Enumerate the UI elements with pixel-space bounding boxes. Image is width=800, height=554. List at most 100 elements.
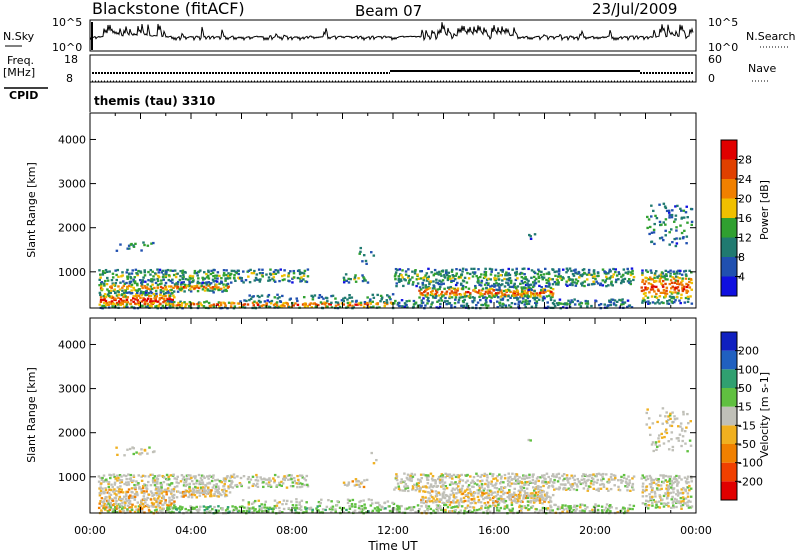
range-gate-cell — [369, 298, 372, 301]
range-gate-cell — [681, 279, 684, 283]
range-gate-cell — [448, 295, 452, 298]
range-gate-cell — [456, 287, 460, 290]
range-gate-cell — [688, 269, 691, 272]
range-gate-cell — [227, 487, 230, 490]
range-gate-cell — [346, 498, 350, 501]
range-gate-cell — [645, 475, 648, 478]
range-gate-cell — [138, 303, 141, 307]
range-gate-cell — [625, 481, 628, 485]
range-gate-cell — [202, 305, 206, 308]
range-gate-cell — [206, 274, 210, 277]
range-gate-cell — [549, 479, 552, 483]
range-gate-cell — [400, 274, 403, 277]
range-gate-cell — [648, 483, 652, 486]
range-gate-cell — [154, 305, 157, 308]
range-gate-cell — [421, 283, 425, 286]
range-gate-cell — [143, 475, 147, 478]
range-gate-cell — [427, 505, 431, 508]
range-gate-cell — [100, 281, 104, 284]
range-gate-cell — [556, 275, 560, 278]
range-gate-cell — [466, 495, 470, 499]
range-gate-cell — [188, 284, 192, 287]
range-gate-cell — [690, 288, 694, 291]
range-gate-cell — [108, 270, 111, 273]
range-gate-cell — [516, 495, 520, 498]
range-gate-cell — [453, 291, 456, 294]
range-gate-cell — [198, 489, 201, 492]
range-gate-cell — [665, 431, 669, 435]
range-gate-cell — [189, 288, 192, 291]
range-gate-cell — [198, 482, 201, 486]
range-gate-cell — [418, 508, 421, 511]
range-gate-cell — [253, 509, 256, 512]
range-gate-cell — [283, 478, 287, 482]
range-gate-cell — [536, 494, 539, 498]
range-gate-cell — [97, 480, 101, 483]
velocity-colorbar-swatch — [721, 444, 737, 463]
range-gate-cell — [98, 494, 102, 497]
range-gate-cell — [123, 503, 127, 507]
range-gate-cell — [281, 511, 284, 514]
range-gate-cell — [206, 507, 209, 511]
range-gate-cell — [184, 286, 188, 289]
range-gate-cell — [564, 504, 567, 507]
range-gate-cell — [495, 294, 498, 297]
range-gate-cell — [101, 288, 104, 291]
range-gate-cell — [103, 293, 107, 296]
range-gate-cell — [412, 505, 416, 509]
range-gate-cell — [180, 304, 183, 307]
range-gate-cell — [276, 501, 279, 505]
range-gate-cell — [602, 485, 606, 489]
range-gate-cell — [540, 276, 544, 279]
range-gate-cell — [298, 272, 302, 276]
range-gate-cell — [343, 296, 347, 300]
range-gate-cell — [176, 290, 180, 293]
range-gate-cell — [184, 271, 187, 274]
range-gate-cell — [667, 448, 671, 451]
range-gate-cell — [195, 496, 199, 499]
range-gate-cell — [179, 283, 183, 286]
range-gate-cell — [272, 303, 276, 307]
range-gate-cell — [254, 276, 258, 280]
range-gate-cell — [528, 500, 531, 504]
range-gate-cell — [357, 277, 360, 280]
range-gate-cell — [526, 291, 529, 295]
range-gate-cell — [529, 237, 533, 241]
range-gate-cell — [675, 505, 678, 509]
range-gate-cell — [593, 282, 596, 285]
range-gate-cell — [173, 477, 177, 480]
range-gate-cell — [162, 290, 165, 293]
range-gate-cell — [454, 296, 458, 299]
range-gate-cell — [187, 474, 190, 477]
range-gate-cell — [410, 477, 414, 480]
range-gate-cell — [534, 303, 538, 307]
range-gate-cell — [631, 477, 634, 480]
range-gate-cell — [103, 301, 106, 304]
range-gate-cell — [445, 302, 448, 306]
range-gate-cell — [409, 474, 413, 477]
range-gate-cell — [408, 299, 411, 303]
range-gate-cell — [120, 480, 124, 484]
range-gate-cell — [648, 291, 651, 294]
range-gate-cell — [471, 510, 474, 514]
range-gate-cell — [342, 281, 346, 284]
range-gate-cell — [540, 291, 544, 295]
range-gate-cell — [605, 511, 608, 514]
range-gate-cell — [631, 482, 635, 486]
range-gate-cell — [243, 506, 246, 509]
range-gate-cell — [469, 492, 473, 495]
range-gate-cell — [487, 277, 490, 281]
range-gate-cell — [485, 301, 488, 304]
range-gate-cell — [502, 498, 506, 501]
range-gate-cell — [364, 507, 367, 510]
range-gate-cell — [106, 276, 109, 280]
range-gate-cell — [183, 283, 187, 287]
range-gate-cell — [209, 282, 213, 285]
range-gate-cell — [452, 501, 456, 504]
range-gate-cell — [501, 270, 504, 273]
range-gate-cell — [587, 271, 591, 274]
range-gate-cell — [426, 478, 430, 481]
range-gate-cell — [506, 484, 510, 487]
range-gate-cell — [610, 280, 613, 283]
range-gate-cell — [521, 282, 525, 285]
